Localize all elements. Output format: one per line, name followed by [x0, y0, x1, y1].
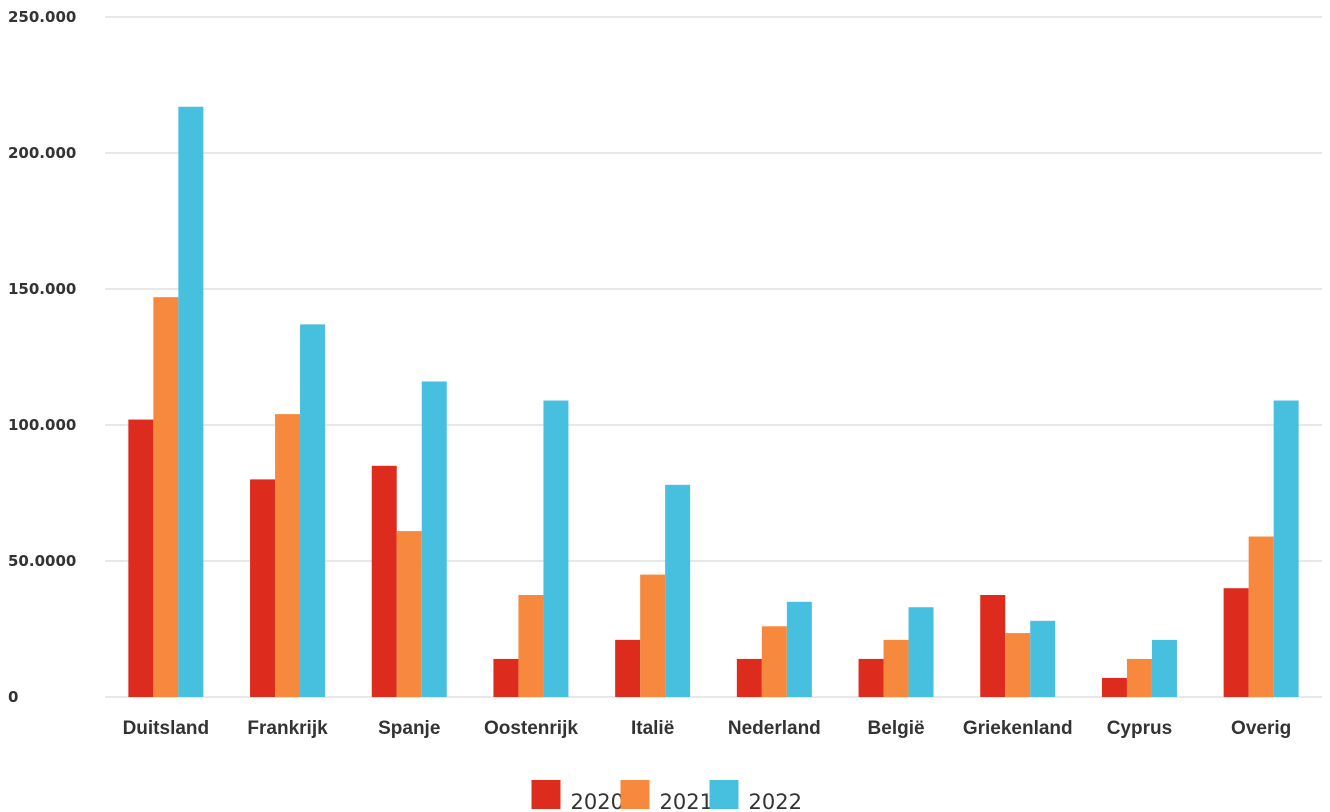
y-tick-label: 150.000	[8, 280, 76, 298]
legend-swatch-2022	[709, 780, 739, 809]
bar-2020	[1223, 588, 1249, 697]
y-axis-tick-labels: 0 50.0000 100.000 150.000 200.000 250.000	[8, 8, 76, 706]
legend-label: 2020	[571, 790, 624, 812]
bar-2022	[543, 400, 569, 697]
bar-2022	[300, 324, 326, 697]
bar-2020	[250, 479, 276, 697]
bar-2021	[275, 414, 301, 697]
x-tick-label: Frankrijk	[247, 718, 328, 739]
x-tick-label: Oostenrijk	[484, 718, 578, 739]
legend-label: 2022	[749, 790, 802, 812]
bar-2021	[761, 626, 787, 697]
bar-2021	[1248, 536, 1274, 697]
bar-2021	[518, 595, 544, 697]
legend-swatch-2021	[620, 780, 650, 809]
bar-2020	[493, 658, 519, 697]
x-axis-tick-labels: Duitsland Frankrijk Spanje Oostenrijk Italië…	[123, 718, 1292, 739]
y-tick-label: 0	[8, 688, 18, 706]
bar-2022	[1273, 400, 1299, 697]
x-tick-label: Duitsland	[123, 718, 210, 739]
bar-2021	[153, 297, 179, 697]
x-tick-label: Italië	[631, 718, 674, 739]
bar-2021	[396, 531, 422, 697]
bar-2021	[1126, 658, 1152, 697]
y-tick-label: 100.000	[8, 416, 76, 434]
x-tick-label: Overig	[1231, 718, 1291, 739]
bar-2021	[640, 574, 666, 697]
y-tick-label: 50.0000	[8, 552, 76, 570]
bar-2020	[128, 419, 154, 697]
bar-2020	[615, 639, 641, 697]
bar-2021	[1005, 633, 1031, 697]
x-tick-label: België	[868, 718, 925, 739]
y-tick-label: 200.000	[8, 144, 76, 162]
y-tick-label: 250.000	[8, 8, 76, 26]
x-tick-label: Nederland	[728, 718, 821, 739]
bar-2020	[858, 658, 884, 697]
bar-2022	[1030, 620, 1056, 697]
legend-swatch-2020	[531, 780, 561, 809]
bar-2022	[421, 381, 447, 697]
bar-2022	[178, 106, 204, 697]
bar-2022	[786, 601, 812, 697]
bar-2020	[980, 595, 1006, 697]
bar-2020	[736, 658, 762, 697]
x-tick-label: Cyprus	[1107, 718, 1172, 739]
x-tick-label: Griekenland	[963, 718, 1073, 739]
bars	[128, 106, 1299, 697]
bar-2022	[1151, 639, 1177, 697]
x-tick-label: Spanje	[378, 718, 440, 739]
legend: 2020 2021 2022	[531, 780, 802, 812]
bar-2020	[1101, 677, 1127, 697]
bar-2020	[371, 465, 397, 697]
bar-2022	[665, 484, 691, 697]
bar-2022	[908, 607, 934, 697]
bar-2021	[883, 639, 909, 697]
legend-label: 2021	[660, 790, 713, 812]
